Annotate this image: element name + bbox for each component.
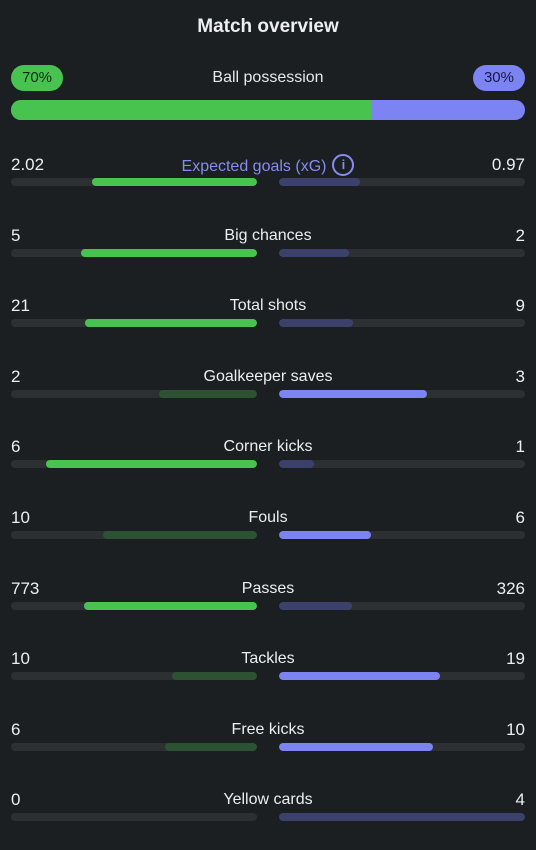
home-value: 2 bbox=[11, 366, 21, 386]
info-icon[interactable]: i bbox=[332, 154, 355, 176]
home-value: 6 bbox=[11, 719, 21, 739]
away-bar-fill bbox=[279, 601, 353, 610]
stat-label: Free kicks bbox=[11, 721, 525, 739]
stat-label: Big chances bbox=[11, 227, 525, 245]
away-value: 326 bbox=[496, 578, 525, 598]
away-bar-track bbox=[279, 742, 525, 751]
stat-label[interactable]: Expected goals (xG) i bbox=[11, 154, 525, 178]
stat-label: Corner kicks bbox=[11, 438, 525, 456]
home-bar-fill bbox=[84, 601, 257, 610]
stat-label: Total shots bbox=[11, 297, 525, 315]
home-bar-track bbox=[11, 248, 257, 257]
stat-row: 773 Passes 326 bbox=[11, 579, 525, 624]
home-bar-track bbox=[11, 813, 257, 822]
possession-bar bbox=[11, 100, 525, 120]
home-possession-fill bbox=[11, 100, 371, 120]
away-bar-fill bbox=[279, 813, 525, 822]
away-bar-track bbox=[279, 601, 525, 610]
home-value: 2.02 bbox=[11, 155, 45, 174]
away-bar-fill bbox=[279, 531, 372, 539]
away-bar-track bbox=[279, 672, 525, 681]
away-bar-fill bbox=[279, 178, 361, 186]
away-value: 6 bbox=[515, 508, 525, 527]
away-value: 19 bbox=[506, 649, 525, 669]
home-bar-fill bbox=[84, 319, 257, 328]
stat-label: Passes bbox=[11, 580, 525, 598]
stat-label-text: Expected goals (xG) bbox=[181, 158, 327, 176]
home-bar-fill bbox=[172, 672, 257, 681]
stat-row: 10 Tackles 19 bbox=[11, 649, 525, 694]
home-value: 5 bbox=[11, 225, 21, 245]
home-bar-track bbox=[11, 531, 257, 539]
ball-possession-header: 70% Ball possession 30% bbox=[11, 65, 525, 91]
stat-label-text: Passes bbox=[241, 579, 295, 597]
home-bar-fill bbox=[81, 248, 257, 257]
home-bar-track bbox=[11, 319, 257, 328]
away-bar-fill bbox=[279, 319, 353, 328]
away-bar-track bbox=[279, 531, 525, 539]
stat-row: 0 Yellow cards 4 bbox=[11, 790, 525, 835]
home-value: 10 bbox=[11, 508, 30, 527]
stat-row: 2 Goalkeeper saves 3 bbox=[11, 367, 525, 412]
away-possession-badge: 30% bbox=[472, 65, 525, 91]
away-bar-track bbox=[279, 813, 525, 822]
home-bar-fill bbox=[92, 178, 257, 186]
stat-label: Tackles bbox=[11, 650, 525, 668]
away-bar-track bbox=[279, 178, 525, 186]
stat-label: Yellow cards bbox=[11, 791, 525, 809]
stat-row: 5 Big chances 2 bbox=[11, 226, 525, 271]
stat-label-text: Fouls bbox=[248, 509, 288, 526]
home-value: 21 bbox=[11, 296, 30, 316]
stat-row: 10 Fouls 6 bbox=[11, 508, 525, 553]
stat-label-text: Yellow cards bbox=[223, 791, 313, 809]
away-bar-fill bbox=[279, 248, 350, 257]
away-bar-track bbox=[279, 248, 525, 257]
stat-label: Goalkeeper saves bbox=[11, 368, 525, 386]
home-bar-track bbox=[11, 389, 257, 398]
away-value: 10 bbox=[506, 719, 525, 739]
away-bar-track bbox=[279, 389, 525, 398]
away-value: 2 bbox=[515, 225, 525, 245]
home-bar-track bbox=[11, 742, 257, 751]
home-bar-fill bbox=[164, 742, 257, 751]
home-bar-track bbox=[11, 601, 257, 610]
home-value: 10 bbox=[11, 649, 30, 669]
away-bar-fill bbox=[279, 742, 433, 751]
stat-label-text: Corner kicks bbox=[223, 438, 313, 456]
stat-label-text: Big chances bbox=[224, 226, 312, 244]
away-bar-fill bbox=[279, 460, 315, 469]
home-bar-fill bbox=[158, 389, 257, 398]
ball-possession-label: Ball possession bbox=[212, 69, 324, 86]
stat-row: 2.02 Expected goals (xG) i 0.97 bbox=[11, 154, 525, 200]
away-value: 9 bbox=[515, 296, 525, 316]
stat-label-text: Free kicks bbox=[231, 720, 305, 738]
home-possession-badge: 70% bbox=[11, 65, 64, 91]
away-bar-fill bbox=[279, 389, 427, 398]
home-value: 0 bbox=[11, 790, 21, 810]
home-value: 773 bbox=[11, 578, 40, 598]
away-value: 0.97 bbox=[491, 155, 525, 174]
stat-label-text: Goalkeeper saves bbox=[203, 367, 333, 385]
stat-label: Fouls bbox=[11, 509, 525, 527]
stat-label-text: Total shots bbox=[229, 297, 307, 315]
away-bar-fill bbox=[279, 672, 441, 681]
stat-row: 21 Total shots 9 bbox=[11, 296, 525, 341]
away-bar-track bbox=[279, 319, 525, 328]
page-title: Match overview bbox=[197, 16, 339, 37]
stat-row: 6 Corner kicks 1 bbox=[11, 437, 525, 482]
stat-label-text: Tackles bbox=[241, 650, 295, 668]
away-value: 3 bbox=[515, 366, 525, 386]
home-value: 6 bbox=[11, 437, 21, 457]
stat-row: 6 Free kicks 10 bbox=[11, 720, 525, 765]
home-bar-track bbox=[11, 460, 257, 469]
away-bar-track bbox=[279, 460, 525, 469]
home-bar-fill bbox=[46, 460, 257, 469]
away-value: 4 bbox=[515, 790, 525, 810]
home-bar-track bbox=[11, 178, 257, 186]
home-bar-fill bbox=[103, 531, 257, 539]
home-bar-track bbox=[11, 672, 257, 681]
away-value: 1 bbox=[515, 437, 525, 457]
